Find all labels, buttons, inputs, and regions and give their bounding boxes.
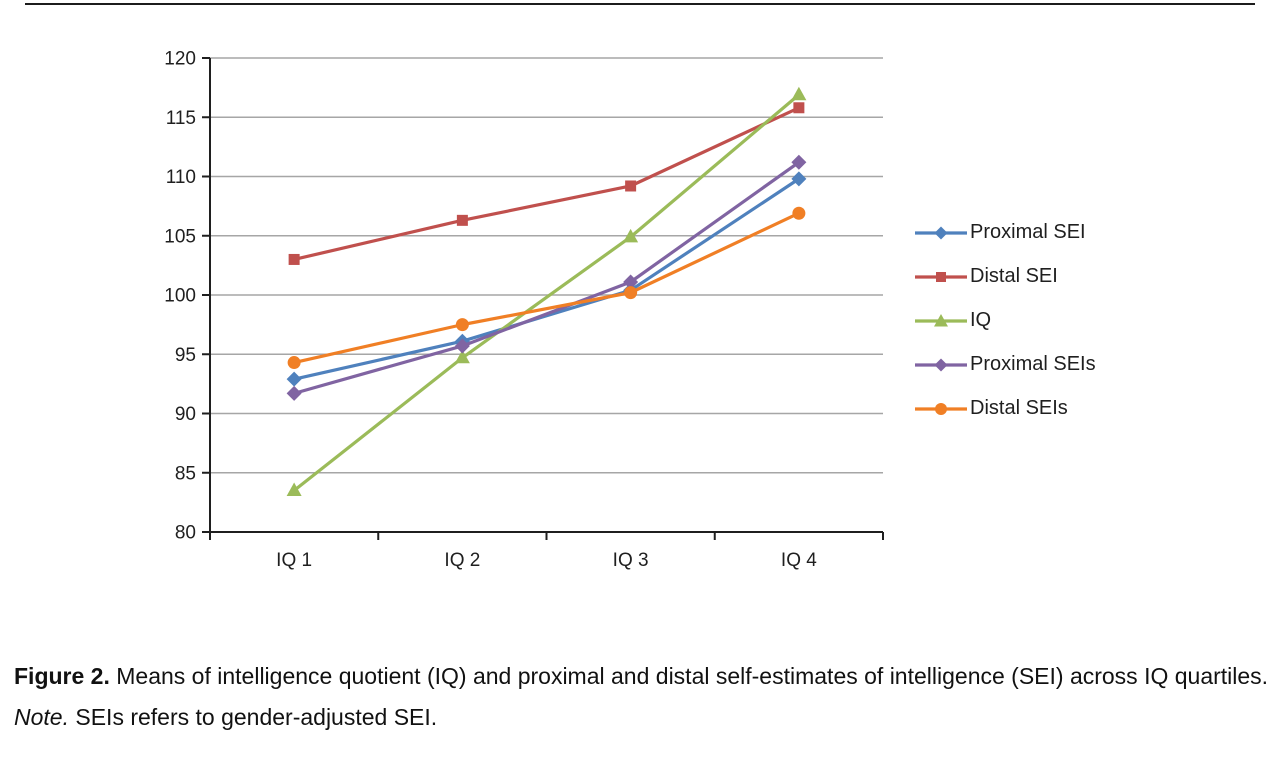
legend-circle [935,402,947,415]
data-point-diamond [623,274,639,290]
legend-item-proximal-seis: Proximal SEIs [915,353,1096,376]
y-tick-label: 100 [164,286,196,307]
legend-square [936,271,946,282]
series-distal-sei [288,102,805,265]
series-line [292,160,801,395]
legend-marker-square-icon [915,271,967,282]
y-tick-label: 80 [175,523,196,544]
data-point-diamond [791,154,807,170]
legend-triangle [934,313,948,326]
legend-marker-triangle-icon [915,313,967,326]
data-point-square [625,180,637,192]
line-chart: 80 85 90 95 100 105 110 115 120 IQ 1 IQ 2 IQ 3 IQ 4 … [164,49,1096,571]
data-point-diamond [286,385,302,401]
y-tick-label: 90 [175,404,196,425]
note-text: SEIs refers to gender-adjusted SEI. [75,704,438,730]
caption-text: Means of intelligence quotient (IQ) and … [116,663,1269,689]
data-point-circle [455,318,469,332]
note-label: Note. [14,704,69,730]
y-tick-label: 115 [166,108,196,129]
y-tick-label: 95 [175,345,196,366]
legend-marker-diamond-icon [915,358,967,371]
axes: 80 85 90 95 100 105 110 115 120 IQ 1 IQ 2 IQ 3 IQ 4 [164,49,884,571]
legend-label: Proximal SEIs [970,353,1096,375]
data-point-square [456,214,468,226]
data-point-triangle [791,86,807,101]
data-point-square [793,102,805,114]
x-category-label: IQ 4 [781,550,817,571]
y-tick-label: 110 [166,167,196,188]
data-point-triangle [454,349,470,364]
legend-label: Distal SEIs [970,397,1068,419]
data-point-diamond [454,338,470,354]
data-point-circle [287,356,301,370]
legend-diamond [934,358,948,371]
legend-item-proximal-sei: Proximal SEI [915,221,1096,244]
data-point-triangle [286,482,302,497]
x-category-label: IQ 1 [276,550,312,571]
x-category-label: IQ 2 [444,550,480,571]
legend-marker-circle-icon [915,402,967,415]
series-distal-seis [287,206,806,370]
legend-label: Distal SEI [970,265,1058,287]
data-point-diamond [791,171,807,187]
series-line [292,177,801,381]
data-point-circle [624,286,638,300]
series-line [292,93,801,493]
data-point-triangle [623,228,639,243]
legend-item-distal-sei: Distal SEI [915,265,1096,288]
series-line [292,106,801,262]
y-tick-label: 105 [164,226,196,247]
chart-legend: Proximal SEI Distal SEI IQ Proximal SEIs Dis… [915,221,1096,420]
data-point-square [288,253,300,265]
x-category-label: IQ 3 [613,550,649,571]
legend-item-iq: IQ [915,309,1096,332]
data-point-circle [792,206,806,220]
chart-canvas: 80 85 90 95 100 105 110 115 120 IQ 1 IQ 2 IQ 3 IQ 4 [164,49,884,571]
figure-top-rule [25,3,1255,5]
series-iq [286,86,807,497]
legend-label: IQ [970,309,992,331]
legend-diamond [934,226,948,239]
series-proximal-seis [286,154,807,401]
data-point-diamond [286,371,302,387]
legend-marker-diamond-icon [915,226,967,239]
series-line [292,211,801,365]
y-tick-label: 85 [175,463,196,484]
legend-label: Proximal SEI [970,221,1086,243]
y-tick-label: 120 [164,49,196,70]
legend-item-distal-seis: Distal SEIs [915,397,1096,420]
figure-caption: Figure 2. Means of intelligence quotient… [14,656,1270,738]
figure-label: Figure 2. [14,663,110,689]
